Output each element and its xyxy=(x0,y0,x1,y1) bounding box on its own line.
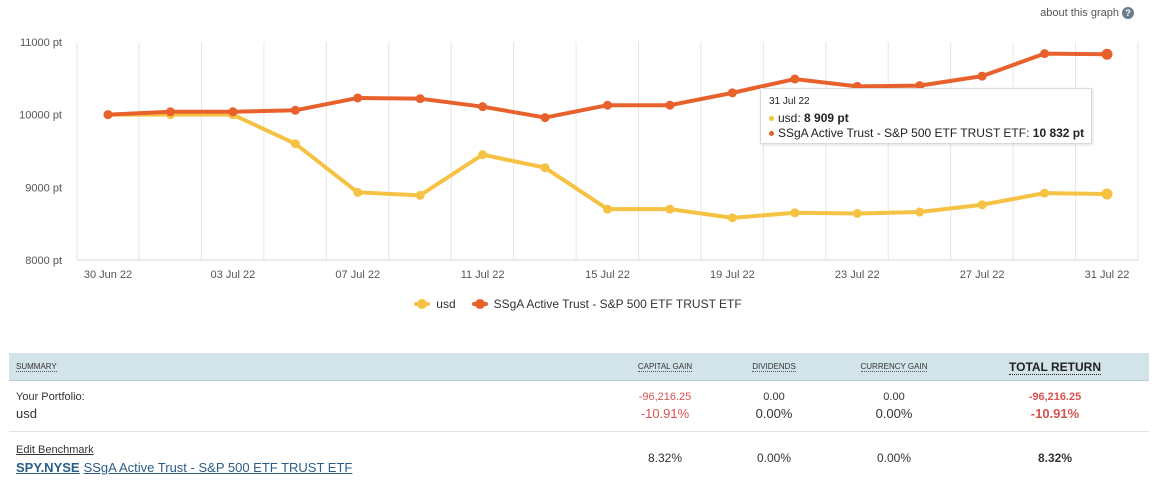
x-tick-label: 27 Jul 22 xyxy=(960,269,1005,281)
tooltip-row-benchmark: SSgA Active Trust - S&P 500 ETF TRUST ET… xyxy=(769,126,1085,141)
tooltip-benchmark-label: SSgA Active Trust - S&P 500 ETF TRUST ET… xyxy=(778,126,1033,140)
benchmark-dividends: 0.00% xyxy=(756,451,792,465)
y-axis: 11000 pt 10000 pt 9000 pt 8000 pt xyxy=(19,37,62,267)
x-tick-label: 23 Jul 22 xyxy=(835,269,880,281)
tooltip-benchmark-value: 10 832 pt xyxy=(1032,126,1085,140)
about-graph-link[interactable]: about this graph ? xyxy=(1040,7,1134,19)
legend-benchmark-symbol xyxy=(471,299,488,309)
benchmark-cell: Edit Benchmark SPY.NYSE SSgA Active Trust… xyxy=(9,432,609,485)
tooltip-usd-label: usd: xyxy=(778,111,805,125)
summary-table: Summary Capital Gain Dividends Currency … xyxy=(9,353,1149,484)
portfolio-dividends: 0.00 0.00% xyxy=(721,380,827,432)
benchmark-capital-gain: 8.32% xyxy=(647,451,683,465)
data-point[interactable] xyxy=(478,150,488,160)
data-point[interactable] xyxy=(603,100,612,110)
line-chart: 11000 pt 10000 pt 9000 pt 8000 pt 30 Jun 22… xyxy=(19,37,1139,281)
tooltip-usd-dot xyxy=(769,116,774,122)
header-capital-gain: Capital Gain xyxy=(609,353,721,381)
data-point[interactable] xyxy=(353,93,363,103)
chart-legend: usd SSgA Active Trust - S&P 500 ETF TRUS… xyxy=(0,297,1156,311)
benchmark-name-link[interactable]: SSgA Active Trust - S&P 500 ETF TRUST ET… xyxy=(83,459,353,475)
y-tick-label: 11000 pt xyxy=(20,37,62,49)
data-point[interactable] xyxy=(727,213,737,223)
about-graph-label[interactable]: about this graph xyxy=(1040,7,1119,19)
header-currency-gain: Currency Gain xyxy=(827,353,961,381)
portfolio-total-return: -96,216.25 -10.91% xyxy=(961,380,1149,432)
x-tick-label: 11 Jul 22 xyxy=(461,269,505,281)
chart-series xyxy=(103,48,1113,223)
legend-usd-symbol xyxy=(414,299,431,309)
data-point[interactable] xyxy=(415,190,425,200)
data-point[interactable] xyxy=(103,110,113,120)
y-tick-label: 10000 pt xyxy=(19,110,62,122)
legend-item-usd[interactable]: usd xyxy=(414,297,456,311)
chart-grid xyxy=(76,42,1139,261)
data-point[interactable] xyxy=(1040,188,1050,198)
series-benchmark xyxy=(103,48,1113,123)
data-point[interactable] xyxy=(852,208,862,218)
y-tick-label: 9000 pt xyxy=(25,182,62,194)
y-tick-label: 8000 pt xyxy=(25,255,62,267)
data-point[interactable] xyxy=(977,200,987,210)
data-point[interactable] xyxy=(790,74,800,84)
data-point[interactable] xyxy=(915,207,925,217)
portfolio-cell: Your Portfolio: usd xyxy=(9,380,609,432)
data-point[interactable] xyxy=(540,163,550,173)
legend-usd-label: usd xyxy=(436,297,456,311)
benchmark-currency-gain: 0.00% xyxy=(876,451,912,465)
data-point[interactable] xyxy=(1101,48,1113,60)
x-tick-label: 07 Jul 22 xyxy=(335,269,380,281)
data-point[interactable] xyxy=(290,105,300,115)
x-tick-label: 15 Jul 22 xyxy=(585,269,630,281)
tooltip-row-usd: usd: 8 909 pt xyxy=(769,111,1083,126)
legend-benchmark-label: SSgA Active Trust - S&P 500 ETF TRUST ET… xyxy=(493,297,742,311)
data-point[interactable] xyxy=(665,100,675,110)
data-point[interactable] xyxy=(790,208,800,218)
portfolio-name: usd xyxy=(16,406,37,421)
x-tick-label: 03 Jul 22 xyxy=(211,269,256,281)
benchmark-total-return: 8.32% xyxy=(1037,451,1073,465)
summary-header-row: Summary Capital Gain Dividends Currency … xyxy=(9,353,1149,381)
x-axis: 30 Jun 22 03 Jul 22 07 Jul 22 11 Jul 22 15 J… xyxy=(84,269,1129,281)
benchmark-row: Edit Benchmark SPY.NYSE SSgA Active Trust… xyxy=(9,432,1149,485)
header-summary: Summary xyxy=(9,353,609,381)
tooltip-date: 31 Jul 22 xyxy=(769,96,810,107)
portfolio-row: Your Portfolio: usd -96,216.25 -10.91% 0… xyxy=(9,380,1149,432)
data-point[interactable] xyxy=(353,187,363,197)
data-point[interactable] xyxy=(165,107,175,117)
x-tick-label: 31 Jul 22 xyxy=(1085,269,1130,281)
data-point[interactable] xyxy=(415,94,425,104)
portfolio-currency-gain: 0.00 0.00% xyxy=(827,380,961,432)
tooltip-usd-value: 8 909 pt xyxy=(804,111,849,125)
x-tick-label: 19 Jul 22 xyxy=(710,269,755,281)
legend-item-benchmark[interactable]: SSgA Active Trust - S&P 500 ETF TRUST ET… xyxy=(471,297,742,311)
data-point[interactable] xyxy=(665,204,675,214)
help-icon[interactable]: ? xyxy=(1122,7,1134,19)
data-point[interactable] xyxy=(1040,49,1050,59)
tooltip-benchmark-dot xyxy=(769,131,774,137)
x-tick-label: 30 Jun 22 xyxy=(84,269,132,281)
data-point[interactable] xyxy=(727,88,737,98)
data-point[interactable] xyxy=(603,204,612,214)
header-total-return: Total Return xyxy=(961,353,1149,381)
data-point[interactable] xyxy=(1101,188,1113,200)
data-point[interactable] xyxy=(977,71,987,81)
header-dividends: Dividends xyxy=(721,353,827,381)
data-point[interactable] xyxy=(915,81,925,91)
edit-benchmark-link[interactable]: Edit Benchmark xyxy=(16,443,94,456)
portfolio-capital-gain: -96,216.25 -10.91% xyxy=(609,380,721,432)
data-point[interactable] xyxy=(478,102,488,112)
data-point[interactable] xyxy=(540,113,550,123)
data-point[interactable] xyxy=(290,139,300,149)
data-point[interactable] xyxy=(228,107,238,117)
chart-tooltip: 31 Jul 22 usd: 8 909 pt SSgA Active Trus… xyxy=(760,88,1092,144)
benchmark-ticker-link[interactable]: SPY.NYSE xyxy=(16,459,80,475)
portfolio-label: Your Portfolio: xyxy=(16,391,85,403)
